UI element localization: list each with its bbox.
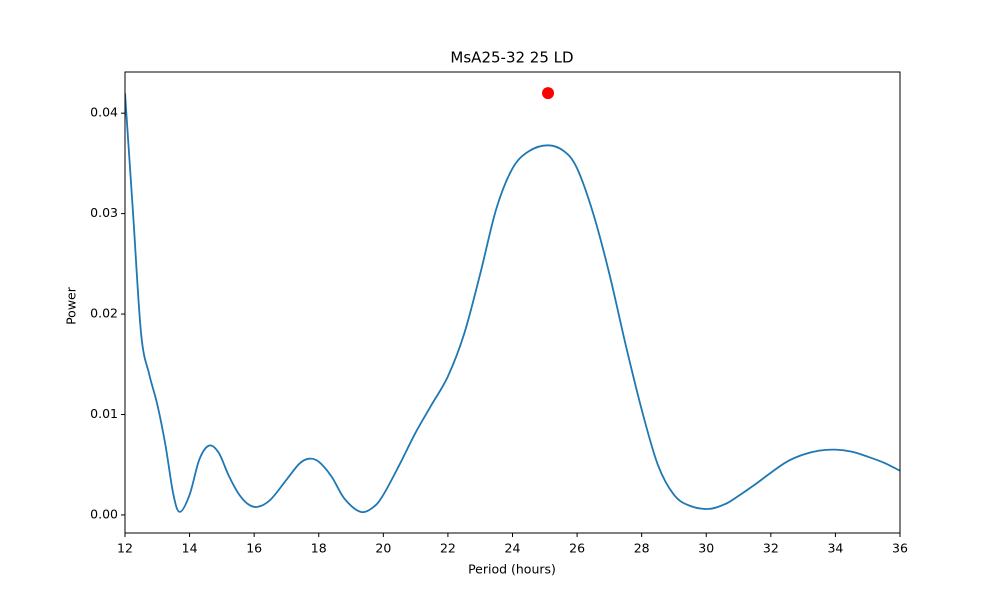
line (125, 93, 900, 514)
x-axis-label: Period (hours) (468, 562, 556, 577)
x-tick-label: 14 (182, 541, 198, 556)
chart-title: MsA25-32 25 LD (450, 49, 573, 67)
plot-frame (124, 71, 901, 534)
x-tick-label: 32 (763, 541, 779, 556)
point (542, 87, 555, 100)
x-tick-label: 18 (311, 541, 327, 556)
y-tick-label: 0.01 (90, 406, 118, 421)
x-tick-label: 26 (569, 541, 585, 556)
x-tick-label: 36 (892, 541, 908, 556)
x-tick-label: 16 (246, 541, 262, 556)
y-tick-label: 0.00 (90, 506, 118, 521)
y-tick-label: 0.03 (90, 205, 118, 220)
x-tick-label: 34 (827, 541, 843, 556)
y-tick-label: 0.04 (90, 105, 118, 120)
x-tick-label: 12 (117, 541, 133, 556)
x-tick-label: 20 (375, 541, 391, 556)
x-tick-label: 30 (698, 541, 714, 556)
x-tick-label: 28 (634, 541, 650, 556)
y-axis-label: Power (64, 286, 79, 325)
x-tick-label: 24 (505, 541, 521, 556)
x-tick-label: 22 (440, 541, 456, 556)
y-tick-label: 0.02 (90, 306, 118, 321)
